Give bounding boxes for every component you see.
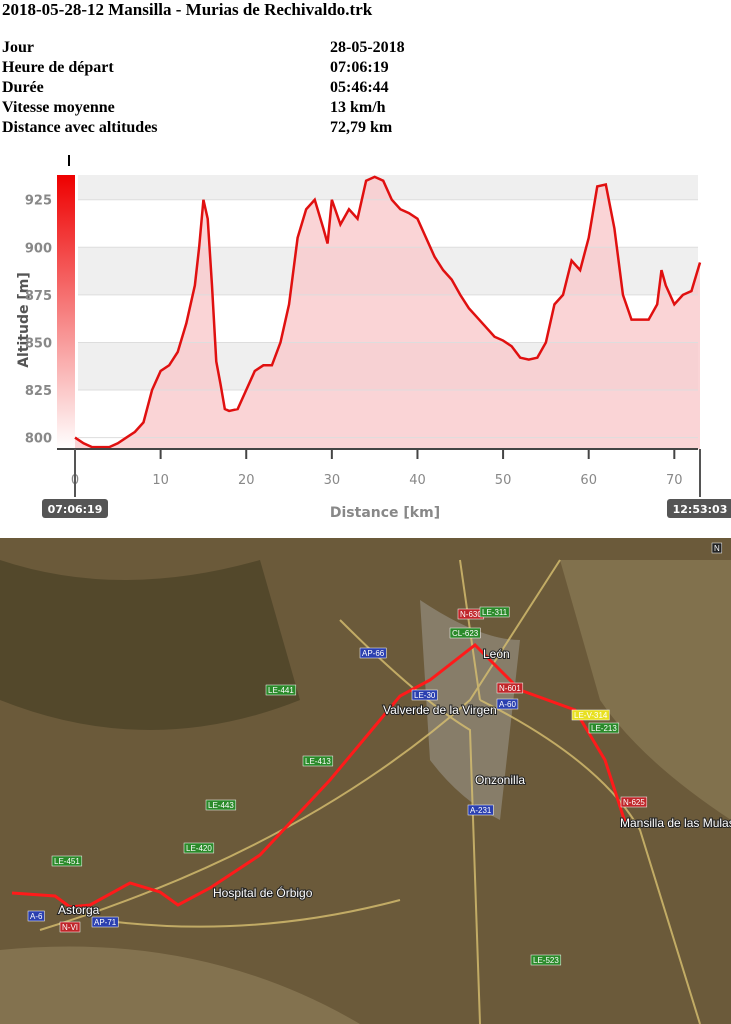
val: 05:46:44	[330, 79, 389, 96]
x-tick-label: 70	[666, 473, 683, 488]
x-tick-label: 20	[238, 473, 255, 488]
key: Heure de départ	[2, 59, 114, 76]
road-badge	[91, 916, 119, 928]
x-tick-label: 60	[580, 473, 597, 488]
x-axis-label: Distance [km]	[330, 505, 440, 521]
y-tick-label: 800	[25, 432, 52, 447]
terrain	[0, 560, 300, 730]
road-badge	[51, 855, 83, 867]
road-badge	[265, 684, 297, 696]
road-badge	[449, 627, 481, 639]
road-label: A-6	[30, 912, 43, 921]
altitude-line	[74, 175, 702, 449]
y-axis-label: Altitude [m]	[16, 272, 32, 368]
road-badge	[411, 689, 438, 701]
place: Astorga	[58, 903, 100, 917]
title: 2018-05-28-12 Mansilla - Murias de Rechi…	[2, 0, 373, 19]
road-label: N-630	[460, 610, 482, 619]
x-tick-label: 50	[495, 473, 512, 488]
color-strip	[57, 175, 75, 449]
road-label: LE-420	[186, 844, 212, 853]
road-badge	[496, 698, 519, 710]
x-tick-label: 10	[152, 473, 169, 488]
key: Durée	[2, 79, 44, 96]
road-badge	[571, 709, 610, 721]
terrain	[560, 560, 731, 820]
chart: Distance [km] Altitude [m] 800 825 850 875 9…	[16, 155, 731, 521]
val: 13 km/h	[330, 99, 386, 116]
road-label: LE-441	[268, 686, 294, 695]
place: Onzonilla	[475, 773, 525, 787]
road-label: N-601	[499, 684, 521, 693]
terrain	[0, 946, 360, 1024]
y-tick-label: 925	[25, 194, 52, 209]
road-badge	[711, 542, 723, 554]
road-label: LE-311	[482, 608, 508, 617]
road-label: N-VI	[62, 923, 78, 932]
val: 28-05-2018	[330, 39, 405, 56]
place: Mansilla de las Mulas	[620, 816, 731, 830]
y-tick-label: 825	[25, 384, 52, 399]
road-label: A-60	[499, 700, 516, 709]
road-badge	[59, 921, 81, 933]
road-label: AP-71	[94, 918, 117, 927]
map: León Valverde de la Virgen Onzonilla Man…	[0, 538, 731, 1024]
road-badge	[530, 954, 562, 966]
place: Valverde de la Virgen	[383, 703, 497, 717]
route	[11, 643, 627, 909]
place: León	[483, 647, 510, 661]
time-label: 12:53:03	[673, 503, 728, 516]
time-label: 07:06:19	[48, 503, 103, 516]
road-label: LE-30	[414, 691, 436, 700]
y-tick-label: 850	[25, 336, 52, 351]
road-badge	[302, 755, 334, 767]
road-badge	[479, 606, 510, 618]
road-label: LE-523	[533, 956, 559, 965]
road-label: AP-66	[362, 649, 385, 658]
road-label: LE-413	[305, 757, 331, 766]
key: Jour	[2, 39, 34, 56]
place: Hospital de Órbigo	[213, 885, 313, 900]
road-label: CL-623	[452, 629, 479, 638]
road-badge	[588, 722, 620, 734]
road-label: LE-443	[208, 801, 234, 810]
road-badge	[27, 910, 45, 922]
road-badge	[620, 796, 648, 808]
val: 07:06:19	[330, 59, 389, 76]
road-label: N-625	[623, 798, 645, 807]
road-badge	[467, 804, 494, 816]
road-badge	[359, 647, 387, 659]
key: Vitesse moyenne	[2, 99, 115, 116]
city	[420, 600, 520, 820]
y-tick-label: 900	[25, 241, 52, 256]
road-label: N	[714, 544, 720, 553]
road-badge	[183, 842, 215, 854]
road-label: LE-451	[54, 857, 80, 866]
y-tick-label: 875	[25, 289, 52, 304]
road-label: LE-213	[591, 724, 617, 733]
x-tick-label: 40	[409, 473, 426, 488]
road-badge	[496, 682, 524, 694]
road-label: LE-V-314	[574, 711, 608, 720]
area-fill	[75, 176, 700, 449]
time-box	[667, 499, 731, 518]
x-tick-label: 30	[324, 473, 341, 488]
key: Distance avec altitudes	[2, 119, 158, 136]
info-table: Jour 28-05-2018 Heure de départ 07:06:19 D…	[2, 38, 405, 138]
road-label: A-231	[470, 806, 492, 815]
road-badge	[205, 799, 237, 811]
val: 72,79 km	[330, 119, 393, 136]
time-box	[42, 499, 108, 518]
